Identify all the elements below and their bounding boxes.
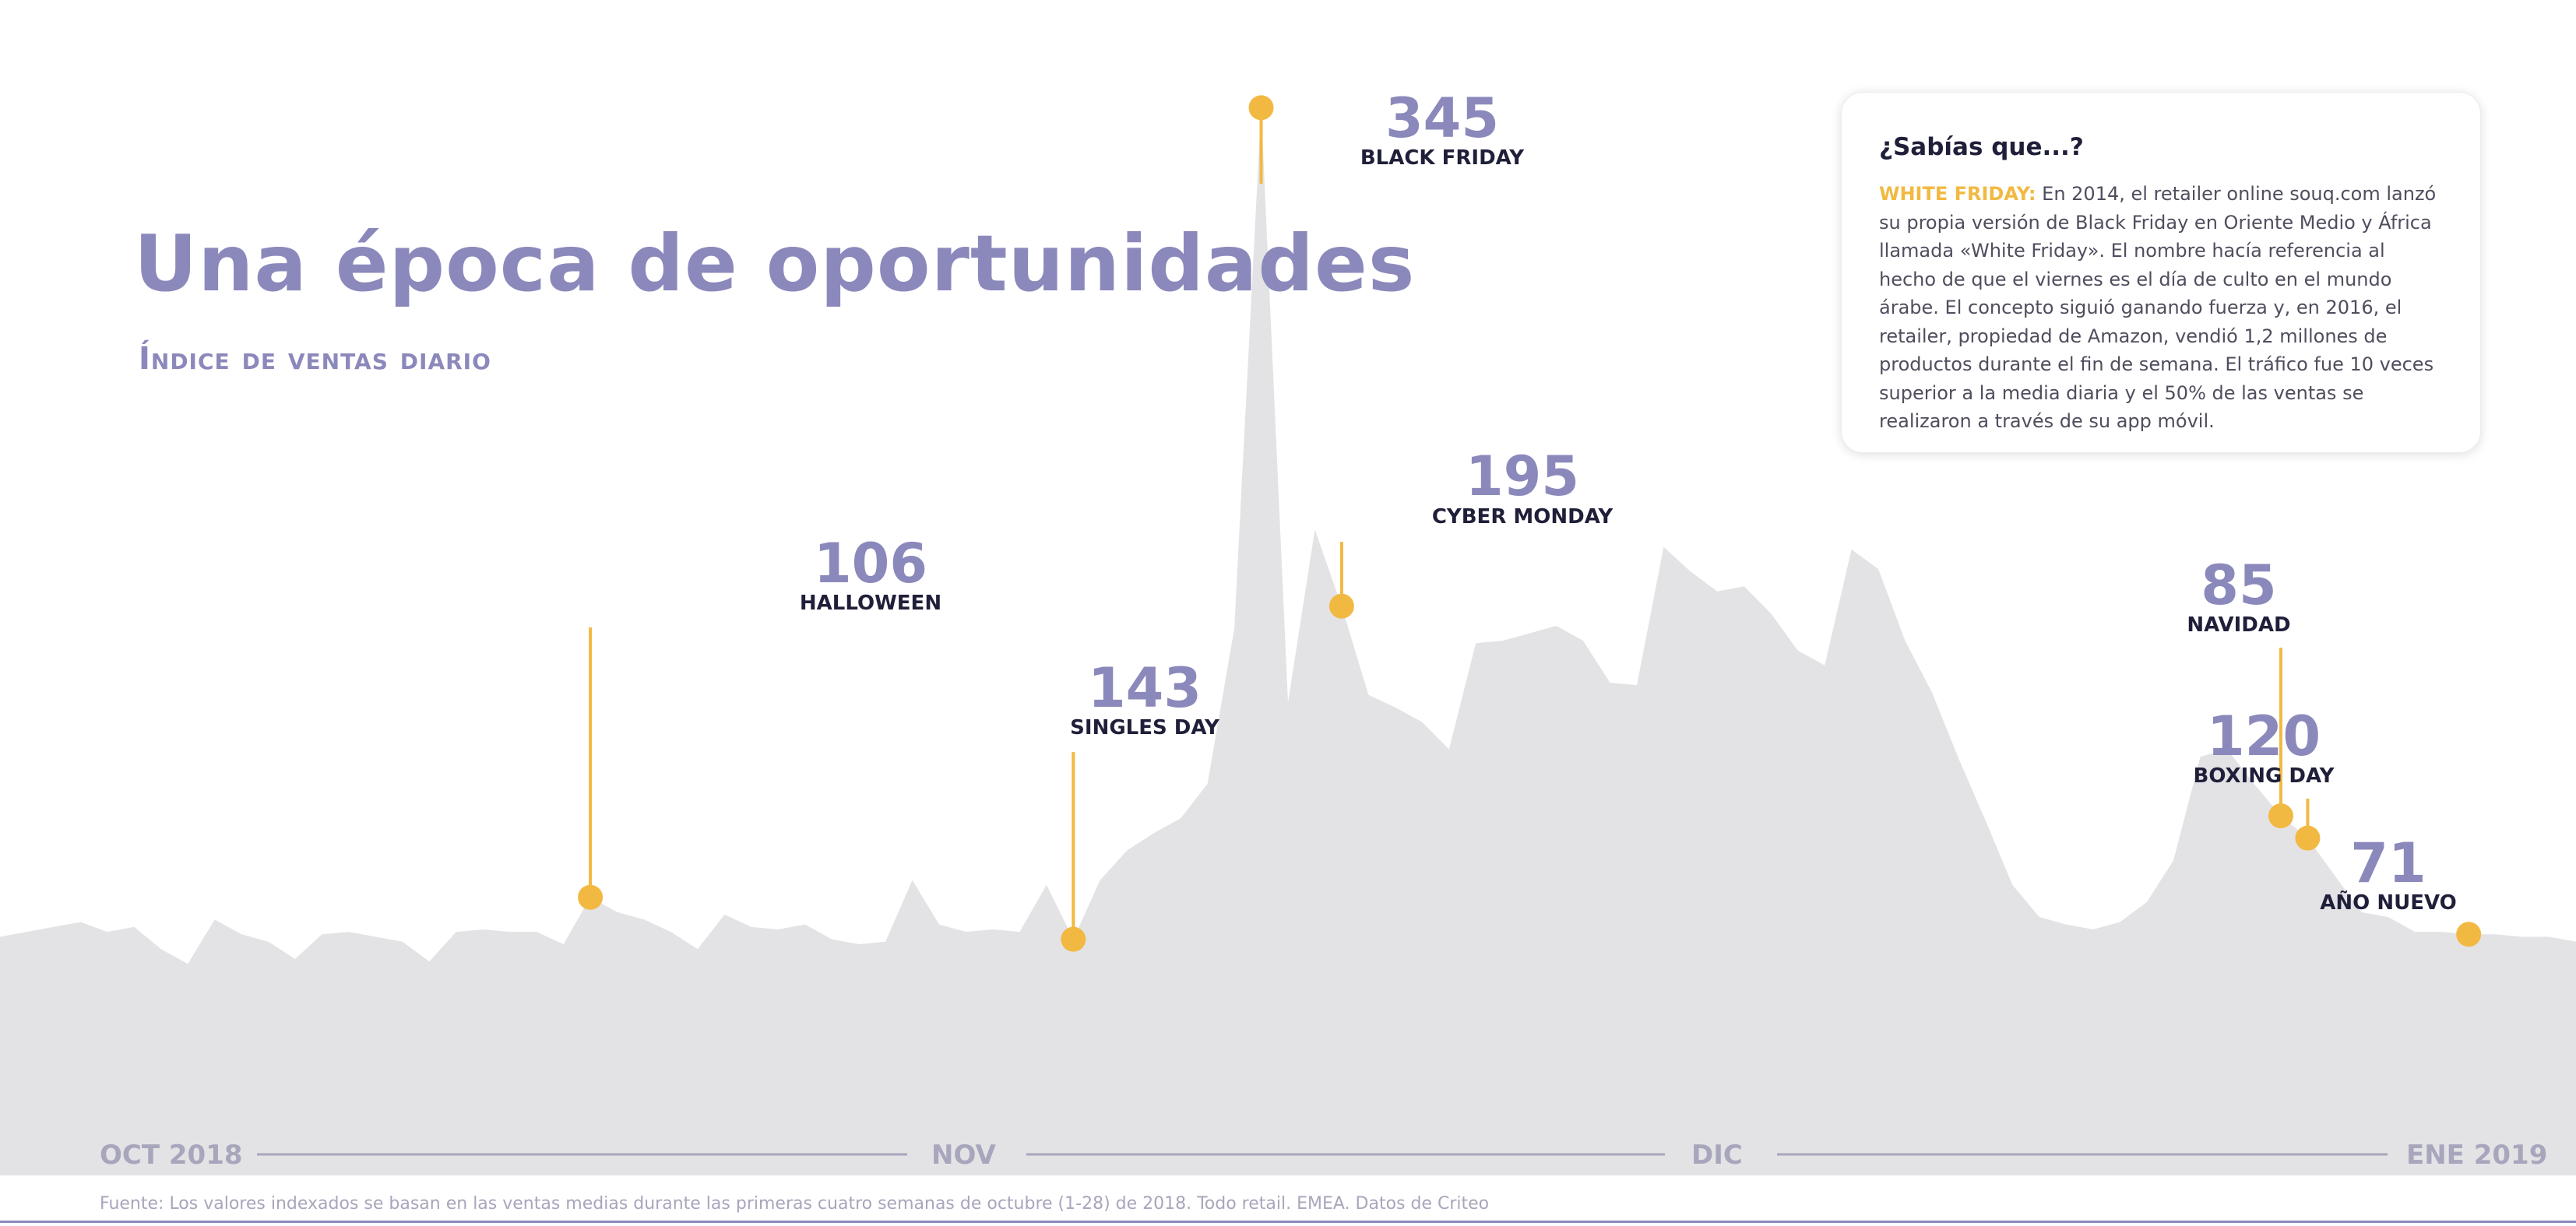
annotation-label: NAVIDAD [2187, 613, 2290, 637]
month-label: ENE 2019 [2406, 1140, 2547, 1171]
info-card: ¿Sabías que...? WHITE FRIDAY: En 2014, e… [1841, 92, 2481, 453]
page-title: Una época de oportunidades [134, 218, 1416, 309]
annotation-value: 143 [1088, 656, 1202, 720]
annotation-label: HALLOWEEN [800, 592, 941, 615]
month-label: DIC [1691, 1140, 1743, 1171]
info-card-text: En 2014, el retailer online souq.com lan… [1879, 183, 2437, 432]
month-label: NOV [931, 1140, 996, 1171]
annotation-point [2456, 922, 2482, 947]
annotation-label: SINGLES DAY [1070, 716, 1220, 739]
month-axis: OCT 2018 NOV DIC ENE 2019 [100, 1140, 2547, 1171]
info-card-title: ¿Sabías que...? [1879, 133, 2084, 161]
annotation-point [578, 884, 604, 910]
annotation-label: AÑO NUEVO [2320, 890, 2456, 915]
annotation-value: 85 [2201, 553, 2276, 617]
source-note: Fuente: Los valores indexados se basan e… [100, 1194, 1490, 1214]
sales-area [0, 107, 2576, 1175]
annotation-point [1328, 593, 1354, 619]
month-label: OCT 2018 [100, 1140, 243, 1171]
chart-subtitle: Índice de ventas diario [139, 341, 491, 377]
annotation-point [1061, 926, 1086, 952]
annotation-label: BOXING DAY [2194, 764, 2335, 788]
annotation-value: 195 [1466, 444, 1579, 508]
info-card-body: WHITE FRIDAY: En 2014, el retailer onlin… [1879, 180, 2444, 436]
annotation-value: 106 [814, 532, 927, 595]
annotation-label: BLACK FRIDAY [1360, 146, 1525, 170]
annotation-value: 345 [1385, 86, 1499, 150]
annotation-point [2268, 803, 2293, 829]
annotation-value: 120 [2207, 704, 2321, 768]
annotation-value: 71 [2350, 831, 2426, 895]
annotation-point [1248, 95, 1274, 121]
annotation-point [2295, 825, 2321, 851]
annotation-label: CYBER MONDAY [1432, 505, 1614, 529]
info-card-highlight: WHITE FRIDAY: [1879, 183, 2036, 205]
bottom-rule [0, 1221, 2576, 1223]
